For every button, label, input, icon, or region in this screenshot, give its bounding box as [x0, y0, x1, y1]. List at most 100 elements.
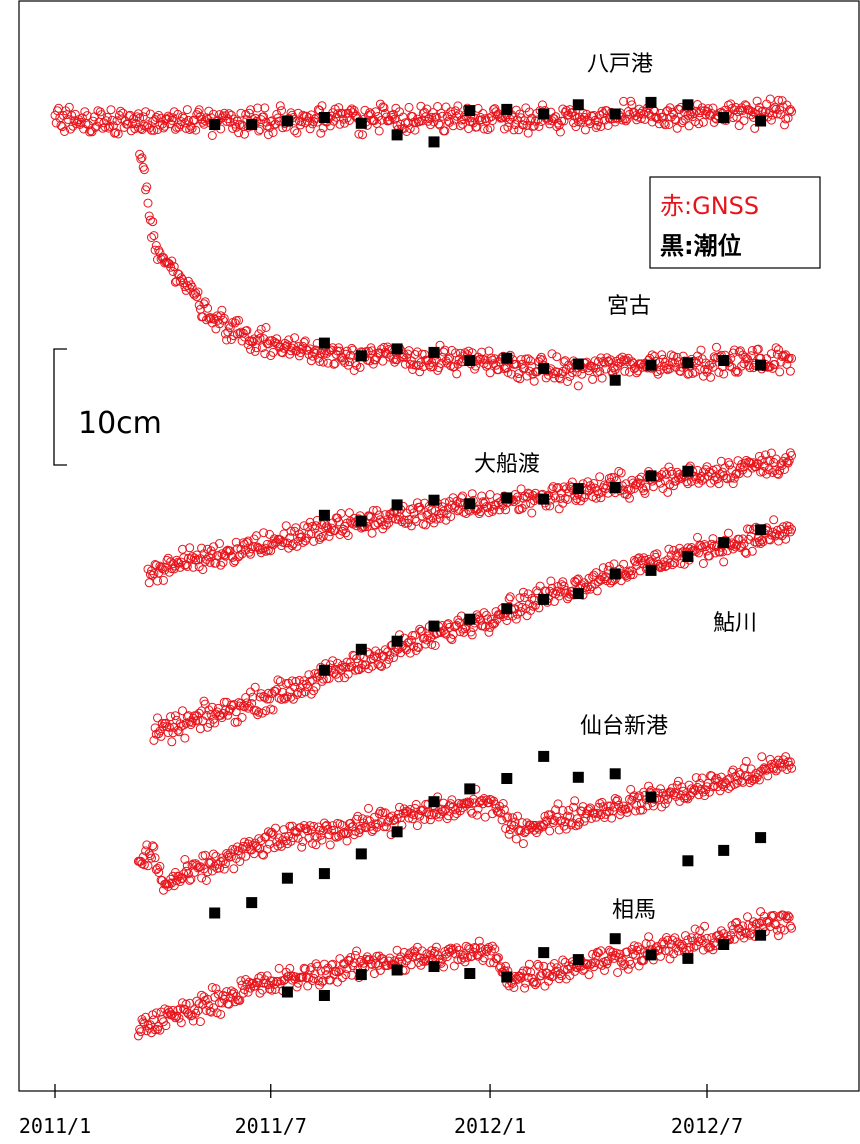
gnss-point: [348, 821, 358, 831]
gnss-point: [467, 808, 477, 818]
gnss-point: [178, 706, 187, 716]
gnss-point: [694, 119, 704, 129]
gnss-point: [437, 111, 447, 121]
gnss-point: [628, 570, 638, 580]
gnss-point: [628, 792, 638, 802]
gnss-point: [708, 534, 718, 544]
gnss-point: [719, 782, 729, 792]
tide-point: [318, 664, 330, 676]
tide-point: [464, 613, 476, 625]
gnss-point: [584, 970, 594, 980]
tide-point: [755, 832, 767, 844]
gnss-point: [539, 961, 549, 971]
gnss-point: [600, 965, 609, 975]
gnss-point: [504, 594, 514, 604]
gnss-point: [242, 538, 252, 547]
gnss-point: [678, 116, 688, 126]
gnss-point: [453, 101, 463, 111]
gnss-point: [575, 817, 584, 827]
gnss-point: [561, 106, 571, 115]
gnss-point: [353, 811, 363, 821]
gnss-point: [640, 488, 650, 498]
gnss-point: [740, 547, 750, 557]
tide-point: [355, 350, 367, 362]
gnss-point: [591, 123, 601, 132]
gnss-point: [592, 586, 602, 596]
gnss-point: [347, 343, 357, 353]
tide-point: [682, 99, 694, 111]
gnss-point: [375, 965, 385, 975]
gnss-point: [511, 834, 521, 844]
gnss-point: [757, 917, 767, 927]
gnss-point: [223, 710, 233, 720]
gnss-point: [480, 355, 490, 365]
gnss-point: [381, 520, 391, 530]
tide-point: [645, 791, 657, 803]
gnss-point: [558, 955, 568, 965]
gnss-point: [410, 947, 420, 957]
gnss-point: [149, 842, 159, 852]
gnss-point: [589, 110, 599, 120]
gnss-point: [224, 999, 234, 1009]
gnss-point: [309, 536, 319, 546]
gnss-point: [439, 347, 449, 357]
gnss-point: [787, 524, 797, 534]
gnss-point: [216, 560, 226, 570]
gnss-point: [174, 122, 184, 132]
gnss-point: [431, 809, 441, 819]
gnss-point: [237, 713, 247, 722]
gnss-point: [195, 724, 205, 734]
tide-point: [682, 551, 694, 562]
gnss-point: [462, 952, 472, 962]
gnss-point: [670, 933, 680, 943]
tide-point: [755, 929, 767, 941]
gnss-point: [286, 692, 296, 702]
gnss-point: [626, 96, 636, 106]
gnss-point: [675, 796, 685, 806]
gnss-point: [318, 531, 328, 541]
gnss-point: [464, 124, 474, 134]
gnss-point: [657, 562, 667, 572]
gnss-point: [546, 576, 556, 586]
gnss-point: [297, 842, 307, 852]
gnss-point: [607, 813, 617, 823]
gnss-point: [669, 481, 679, 491]
tide-point: [609, 568, 621, 580]
gnss-point: [452, 369, 462, 379]
gnss-point: [694, 790, 704, 800]
gnss-point: [303, 826, 313, 836]
gnss-point: [232, 717, 242, 727]
gnss-point: [765, 922, 775, 932]
gnss-point: [282, 692, 292, 702]
gnss-point: [323, 358, 333, 368]
gnss-point: [272, 334, 282, 344]
gnss-point: [563, 377, 572, 386]
gnss-point: [702, 933, 712, 943]
gnss-point: [594, 948, 603, 958]
gnss-point: [414, 361, 423, 370]
gnss-point: [342, 836, 352, 846]
gnss-point: [435, 340, 445, 350]
gnss-point: [170, 711, 180, 721]
gnss-point: [209, 109, 218, 119]
gnss-point: [341, 970, 351, 980]
gnss-point: [518, 587, 528, 597]
gnss-point: [290, 333, 300, 343]
gnss-point: [513, 373, 522, 383]
gnss-point: [535, 820, 545, 830]
gnss-point: [235, 995, 245, 1005]
gnss-point: [479, 953, 489, 963]
gnss-point: [591, 493, 601, 503]
gnss-point: [149, 231, 159, 241]
gnss-point: [216, 710, 226, 720]
gnss-point: [308, 521, 317, 531]
gnss-point: [495, 112, 505, 121]
x-tick-label: 2011/7: [235, 1114, 307, 1138]
gnss-point: [516, 355, 526, 365]
tide-point: [391, 964, 403, 976]
gnss-point: [577, 369, 587, 379]
gnss-point: [207, 549, 217, 559]
gnss-point: [569, 802, 578, 812]
gnss-point: [524, 107, 534, 117]
gnss-point: [254, 126, 264, 136]
